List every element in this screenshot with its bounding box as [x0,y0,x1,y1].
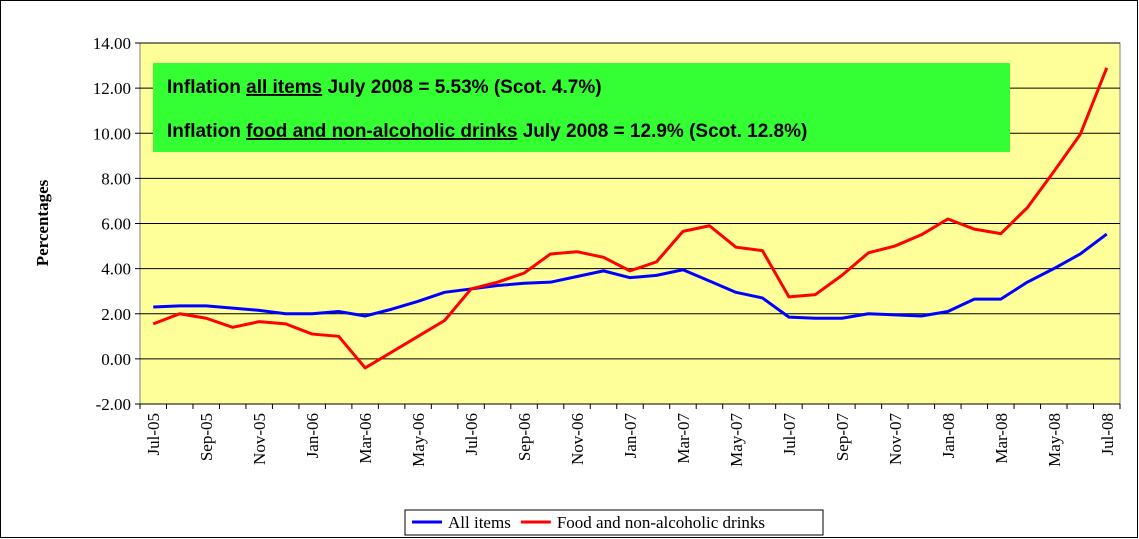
annotation-part: all items [246,77,322,98]
y-tick-label: 0.00 [101,350,131,369]
x-tick-label: Jan-06 [303,413,322,458]
annotation-box [153,63,1010,152]
y-tick-label: 8.00 [101,169,131,188]
x-tick-label: Sep-06 [515,413,534,461]
y-axis-label: Percentages [33,179,52,266]
x-tick-label: Nov-06 [568,413,587,465]
legend-box [404,509,824,536]
series-line [153,232,1108,320]
x-tick-label: Jul-08 [1098,413,1117,456]
y-tick-label: 14.00 [93,34,131,53]
x-tick-label: May-06 [409,413,428,467]
y-tick-label: 6.00 [101,215,131,234]
legend-label: All items [448,513,511,532]
y-tick-label: 2.00 [101,305,131,324]
x-tick-label: Nov-07 [886,413,905,465]
x-tick-label: Sep-05 [197,413,216,461]
annotation: Inflation food and non-alcoholic drinks … [167,121,807,142]
x-tick-label: May-08 [1045,413,1064,467]
annotation-part: July 2008 = 5.53% (Scot. 4.7%) [322,77,601,98]
x-tick-label: May-07 [727,413,746,467]
x-tick-label: Mar-08 [992,413,1011,464]
x-tick-label: Jan-08 [939,413,958,458]
series-line [152,67,1109,370]
y-tick-label: 4.00 [101,260,131,279]
annotation-part: Inflation [167,77,246,98]
x-tick-label: Jan-07 [621,413,640,459]
annotation-part: July 2008 = 12.9% (Scot. 12.8%) [517,121,807,142]
x-tick-label: Nov-05 [250,413,269,465]
y-tick-label: 10.00 [93,124,131,143]
x-tick-label: Mar-06 [356,413,375,464]
annotation-part: food and non-alcoholic drinks [246,121,517,142]
x-tick-label: Jul-06 [462,413,481,456]
x-tick-label: Sep-07 [833,413,852,462]
y-tick-label: -2.00 [96,395,131,414]
annotation: Inflation all items July 2008 = 5.53% (S… [167,77,602,98]
legend-label: Food and non-alcoholic drinks [557,513,765,532]
y-tick-label: 12.00 [93,79,131,98]
annotation-part: Inflation [167,121,246,142]
x-tick-label: Jul-05 [144,413,163,456]
x-tick-label: Mar-07 [674,413,693,464]
legend: All items Food and non-alcoholic drinks [404,509,824,536]
x-tick-label: Jul-07 [780,413,799,456]
